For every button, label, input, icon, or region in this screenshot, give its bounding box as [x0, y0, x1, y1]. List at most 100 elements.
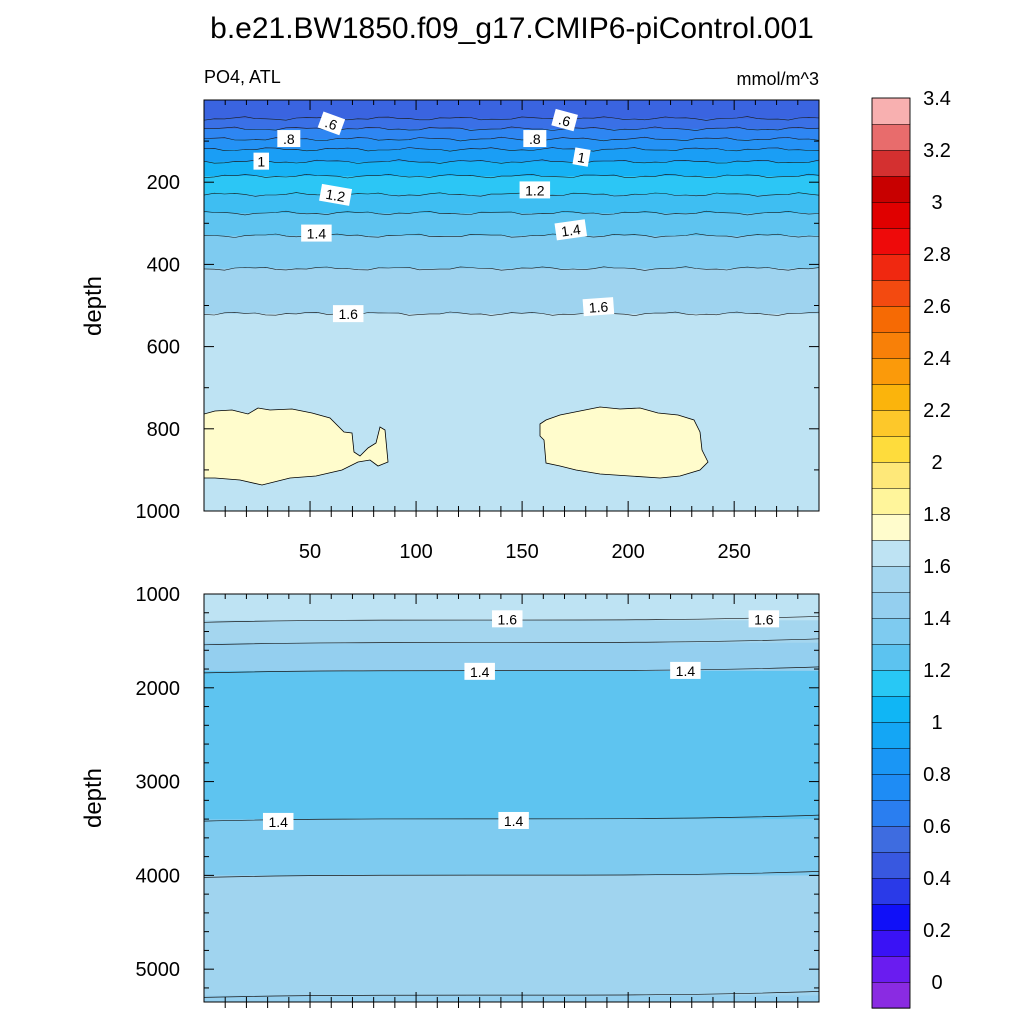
contour-label: 1.6 [492, 610, 523, 628]
colorbar-swatch [871, 877, 911, 905]
colorbar-swatch [871, 279, 911, 307]
top-axes-ticks: 200 400 600 800 1000 50 100 150 200 250 [136, 100, 819, 563]
colorbar-label: 2.8 [923, 244, 951, 266]
colorbar-label: 2.2 [923, 400, 951, 422]
colorbar-swatch [871, 201, 911, 229]
contour-line [204, 159, 819, 164]
x-tick-label: 100 [399, 541, 432, 563]
colorbar-label: 0.2 [923, 920, 951, 942]
svg-text:1.2: 1.2 [325, 186, 347, 205]
contour-label: 1.4 [498, 811, 529, 829]
svg-text:1.6: 1.6 [588, 298, 609, 315]
contour-band [204, 875, 819, 996]
contour-band [204, 235, 819, 269]
x-tick-label: 250 [717, 541, 750, 563]
colorbar-swatch [871, 513, 911, 541]
y-tick-label: 800 [147, 419, 180, 441]
colorbar-label: 0.4 [923, 868, 951, 890]
colorbar-swatch [871, 617, 911, 645]
y-tick-label: 5000 [136, 959, 181, 981]
contour-label: 1.6 [748, 610, 780, 628]
contour-label: 1.4 [464, 662, 495, 680]
contour-band [204, 139, 819, 150]
contour-label: 1.6 [582, 297, 615, 317]
contour-band [204, 268, 819, 315]
colorbar-label: 1 [931, 712, 942, 734]
top-y-axis-label: depth [80, 276, 107, 336]
contour-label: 1.2 [319, 183, 353, 206]
colorbar-swatch [871, 435, 911, 463]
y-tick-label: 2000 [136, 678, 181, 700]
contour-line [204, 192, 819, 197]
colorbar-swatch [871, 903, 911, 931]
colorbar-label: 1.4 [923, 608, 951, 630]
colorbar-swatch [871, 747, 911, 775]
contour-label: 1.4 [301, 224, 332, 242]
contour-label: 1.2 [519, 181, 551, 199]
colorbar-swatch [871, 643, 911, 671]
colorbar-label: 3.2 [923, 140, 951, 162]
contour-band [204, 176, 819, 195]
colorbar-label: 0 [931, 972, 942, 994]
colorbar-swatch [871, 97, 911, 125]
x-tick-label: 50 [299, 541, 321, 563]
colorbar-labels: 0 0.2 0.4 0.6 0.8 1 1.2 1.4 1.6 1.8 2 2.2 2.4 2.6 2.8 3… [923, 88, 951, 994]
colorbar-swatch [871, 175, 911, 203]
colorbar-swatch [871, 487, 911, 515]
contour-band [204, 100, 819, 119]
colorbar-swatch [871, 955, 911, 983]
colorbar-label: 3 [931, 192, 942, 214]
y-tick-label: 1000 [136, 584, 181, 606]
contour-line [204, 116, 819, 121]
colorbar-swatch [871, 981, 911, 1009]
contour-label: 1.4 [670, 661, 701, 679]
chart-title: b.e21.BW1850.f09_g17.CMIP6-piControl.001 [210, 12, 814, 45]
contour-label: 1 [253, 152, 270, 170]
contour-label: 1.4 [554, 219, 588, 241]
colorbar-swatch [871, 799, 911, 827]
colorbar-label: 0.6 [923, 816, 951, 838]
colorbar-swatch [871, 305, 911, 333]
contour-label: .8 [277, 130, 301, 148]
colorbar-label: 1.6 [923, 556, 951, 578]
contour-line [204, 173, 819, 179]
units-label: mmol/m^3 [737, 69, 819, 89]
colorbar-swatch [871, 721, 911, 749]
colorbar-swatch [871, 383, 911, 411]
y-tick-label: 400 [147, 254, 180, 276]
svg-text:1.4: 1.4 [560, 221, 582, 240]
colorbar-swatch [871, 539, 911, 567]
contour-band [204, 128, 819, 140]
contour-label: 1.4 [262, 812, 294, 830]
contour-line [204, 871, 819, 878]
contour-label: .6 [551, 108, 578, 132]
max-patch-right [539, 406, 709, 479]
colorbar-label: 2.6 [923, 296, 951, 318]
colorbar-swatch [871, 409, 911, 437]
colorbar-swatch [871, 669, 911, 697]
bottom-contour-labels: 1.6 1.6 1.4 1.4 1.4 1.4 [262, 610, 780, 830]
y-tick-label: 1000 [136, 501, 181, 523]
svg-text:1.6: 1.6 [498, 611, 518, 627]
colorbar-label: 2 [931, 452, 942, 474]
contour-line [204, 266, 819, 271]
svg-text:1.4: 1.4 [676, 663, 696, 679]
contour-line [204, 126, 819, 131]
svg-text:1.4: 1.4 [268, 814, 288, 830]
contour-band [204, 213, 819, 237]
top-left-label: PO4, ATL [204, 67, 281, 87]
svg-text:1.6: 1.6 [754, 611, 774, 627]
max-patch-left [204, 407, 389, 486]
svg-text:.6: .6 [557, 111, 573, 130]
x-tick-label: 150 [505, 541, 538, 563]
colorbar-swatch [871, 123, 911, 151]
contour-band [204, 670, 819, 820]
y-tick-label: 600 [147, 337, 180, 359]
contour-label: .8 [523, 130, 547, 148]
colorbar-swatch [871, 565, 911, 593]
contour-band [204, 995, 819, 1002]
bottom-y-axis-label: depth [80, 768, 107, 828]
svg-text:.6: .6 [323, 114, 340, 133]
svg-text:.8: .8 [529, 131, 541, 147]
colorbar-swatch [871, 773, 911, 801]
